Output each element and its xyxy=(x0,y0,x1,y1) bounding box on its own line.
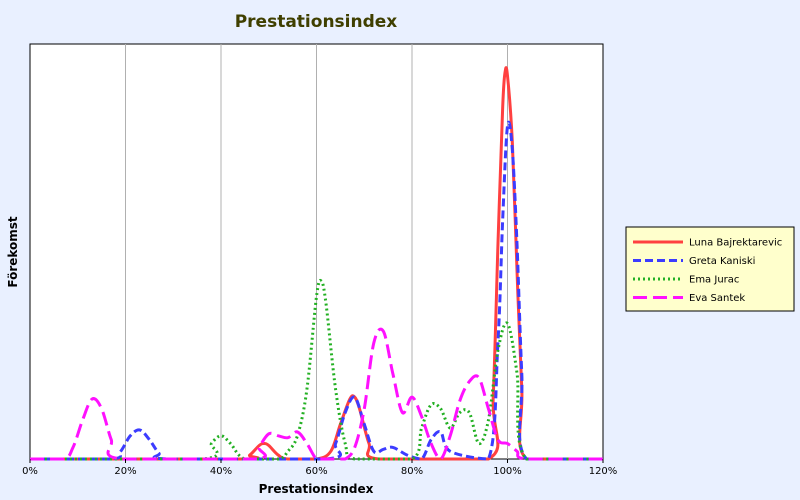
legend-label: Eva Santek xyxy=(689,293,745,304)
legend-label: Luna Bajrektarevic xyxy=(689,238,782,249)
y-axis-title: Förekomst xyxy=(6,216,20,288)
x-tick-label: 0% xyxy=(22,466,38,477)
x-tick-label: 80% xyxy=(401,466,423,477)
x-tick-label: 20% xyxy=(114,466,136,477)
x-tick-label: 40% xyxy=(210,466,232,477)
legend-label: Ema Jurac xyxy=(689,275,739,286)
x-tick-label: 100% xyxy=(493,466,522,477)
series-lines xyxy=(30,66,603,461)
grid-lines xyxy=(125,44,508,459)
series-line-4 xyxy=(30,327,603,461)
series-line-3 xyxy=(30,278,603,461)
chart-title: Prestationsindex xyxy=(235,12,398,32)
x-axis-ticks: 0% 20% 40% 60% 80% 100% 120% xyxy=(22,459,617,477)
x-tick-label: 60% xyxy=(305,466,327,477)
x-tick-label: 120% xyxy=(589,466,618,477)
series-line-2 xyxy=(30,120,603,461)
x-axis-title: Prestationsindex xyxy=(259,482,374,496)
legend-label: Greta Kaniski xyxy=(689,256,755,267)
legend: Luna Bajrektarevic Greta Kaniski Ema Jurac… xyxy=(625,226,795,312)
